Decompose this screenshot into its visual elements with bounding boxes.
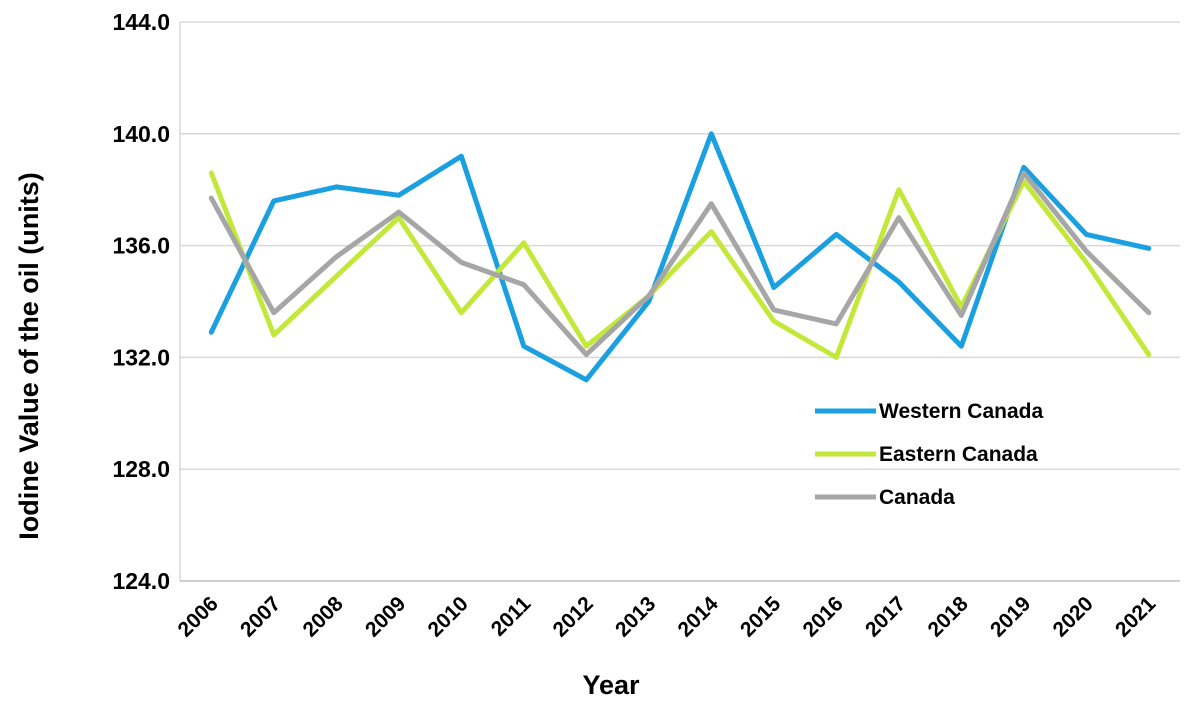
x-tick-label: 2007	[236, 592, 285, 641]
legend-label-western-canada: Western Canada	[879, 400, 1043, 423]
x-tick-label: 2008	[298, 592, 348, 642]
y-tick-label: 140.0	[112, 121, 170, 147]
x-tick-label: 2018	[923, 592, 973, 642]
y-tick-label: 144.0	[112, 9, 170, 35]
x-tick-label: 2015	[736, 592, 786, 642]
legend-label-eastern-canada: Eastern Canada	[879, 443, 1038, 466]
y-axis-ticks: 124.0 128.0 132.0 136.0 140.0 144.0	[112, 9, 170, 594]
gridlines	[179, 21, 1180, 582]
y-tick-label: 128.0	[112, 456, 170, 482]
x-tick-label: 2010	[423, 592, 472, 641]
x-axis-ticks: 2006 2007 2008 2009 2010 2011 2012 2013 2014 2015…	[173, 592, 1160, 642]
x-tick-label: 2011	[487, 592, 536, 641]
x-tick-label: 2013	[611, 592, 660, 641]
legend-label-canada: Canada	[879, 486, 955, 509]
x-tick-label: 2020	[1048, 592, 1097, 641]
y-tick-label: 132.0	[112, 344, 170, 370]
x-axis-title: Year	[582, 670, 640, 700]
legend: Western Canada Eastern Canada Canada	[815, 400, 1043, 509]
x-tick-label: 2006	[173, 592, 222, 641]
x-tick-label: 2017	[861, 592, 910, 641]
y-tick-label: 124.0	[112, 568, 170, 594]
x-tick-label: 2009	[361, 592, 410, 641]
series-line-western-canada	[208, 131, 1152, 383]
series-line-canada	[208, 170, 1152, 358]
x-tick-label: 2019	[986, 592, 1035, 641]
x-tick-label: 2014	[673, 592, 723, 642]
x-tick-label: 2021	[1111, 592, 1161, 642]
y-tick-label: 136.0	[112, 233, 170, 259]
series-line-eastern-canada	[208, 170, 1152, 360]
x-tick-label: 2016	[798, 592, 847, 641]
x-tick-label: 2012	[548, 592, 597, 641]
y-axis-title: Iodine Value of the oil (units)	[14, 172, 44, 540]
series-lines	[208, 131, 1152, 383]
